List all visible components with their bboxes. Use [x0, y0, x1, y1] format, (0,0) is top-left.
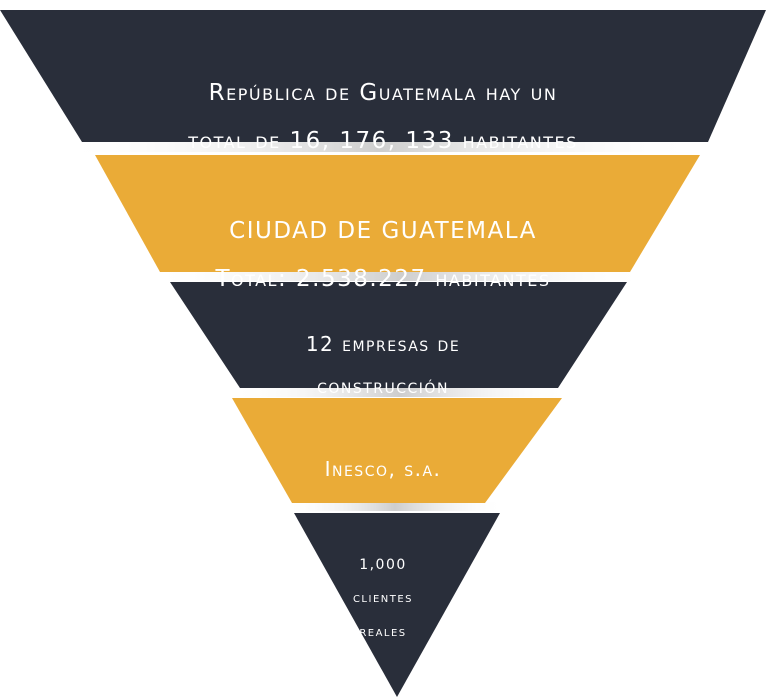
level-text-line: total de 16, 176, 133 habitantes — [188, 128, 578, 155]
level-text-line: República de Guatemala hay un — [208, 80, 558, 107]
segment-shadow — [60, 142, 700, 152]
segment-shadow — [150, 271, 650, 281]
funnel-segment-guatemala-country — [0, 10, 766, 142]
level-label-companies: 12 empresas de construcción — [0, 313, 766, 418]
funnel-segments — [0, 10, 766, 697]
segment-shadow — [230, 387, 570, 397]
level-label-country: República de Guatemala hay un total de 1… — [0, 57, 766, 178]
level-text-line: CIUDAD DE GUATEMALA — [229, 218, 537, 245]
funnel-shadows — [60, 142, 700, 511]
segment-shadow — [285, 502, 505, 511]
level-text-line: 12 empresas de — [305, 332, 461, 356]
funnel-segment-construction-companies — [170, 282, 627, 388]
funnel-segment-guatemala-city — [95, 155, 700, 272]
level-text-line: Inesco, s.a. — [324, 457, 442, 481]
level-label-clients: 1,000 clientes reales — [0, 540, 766, 658]
level-label-inesco: Inesco, s.a. — [0, 438, 766, 501]
level-text-line: reales — [359, 623, 407, 640]
funnel-segment-inesco — [232, 398, 562, 503]
level-label-city: CIUDAD DE GUATEMALA Total: 2.538.227 hab… — [0, 195, 766, 316]
level-text-line: 1,000 — [359, 556, 407, 573]
level-text-line: clientes — [352, 590, 414, 607]
funnel-segment-real-clients — [294, 513, 500, 697]
level-text-line: Total: 2.538.227 habitantes — [215, 266, 551, 293]
level-text-line: construcción — [317, 374, 449, 398]
